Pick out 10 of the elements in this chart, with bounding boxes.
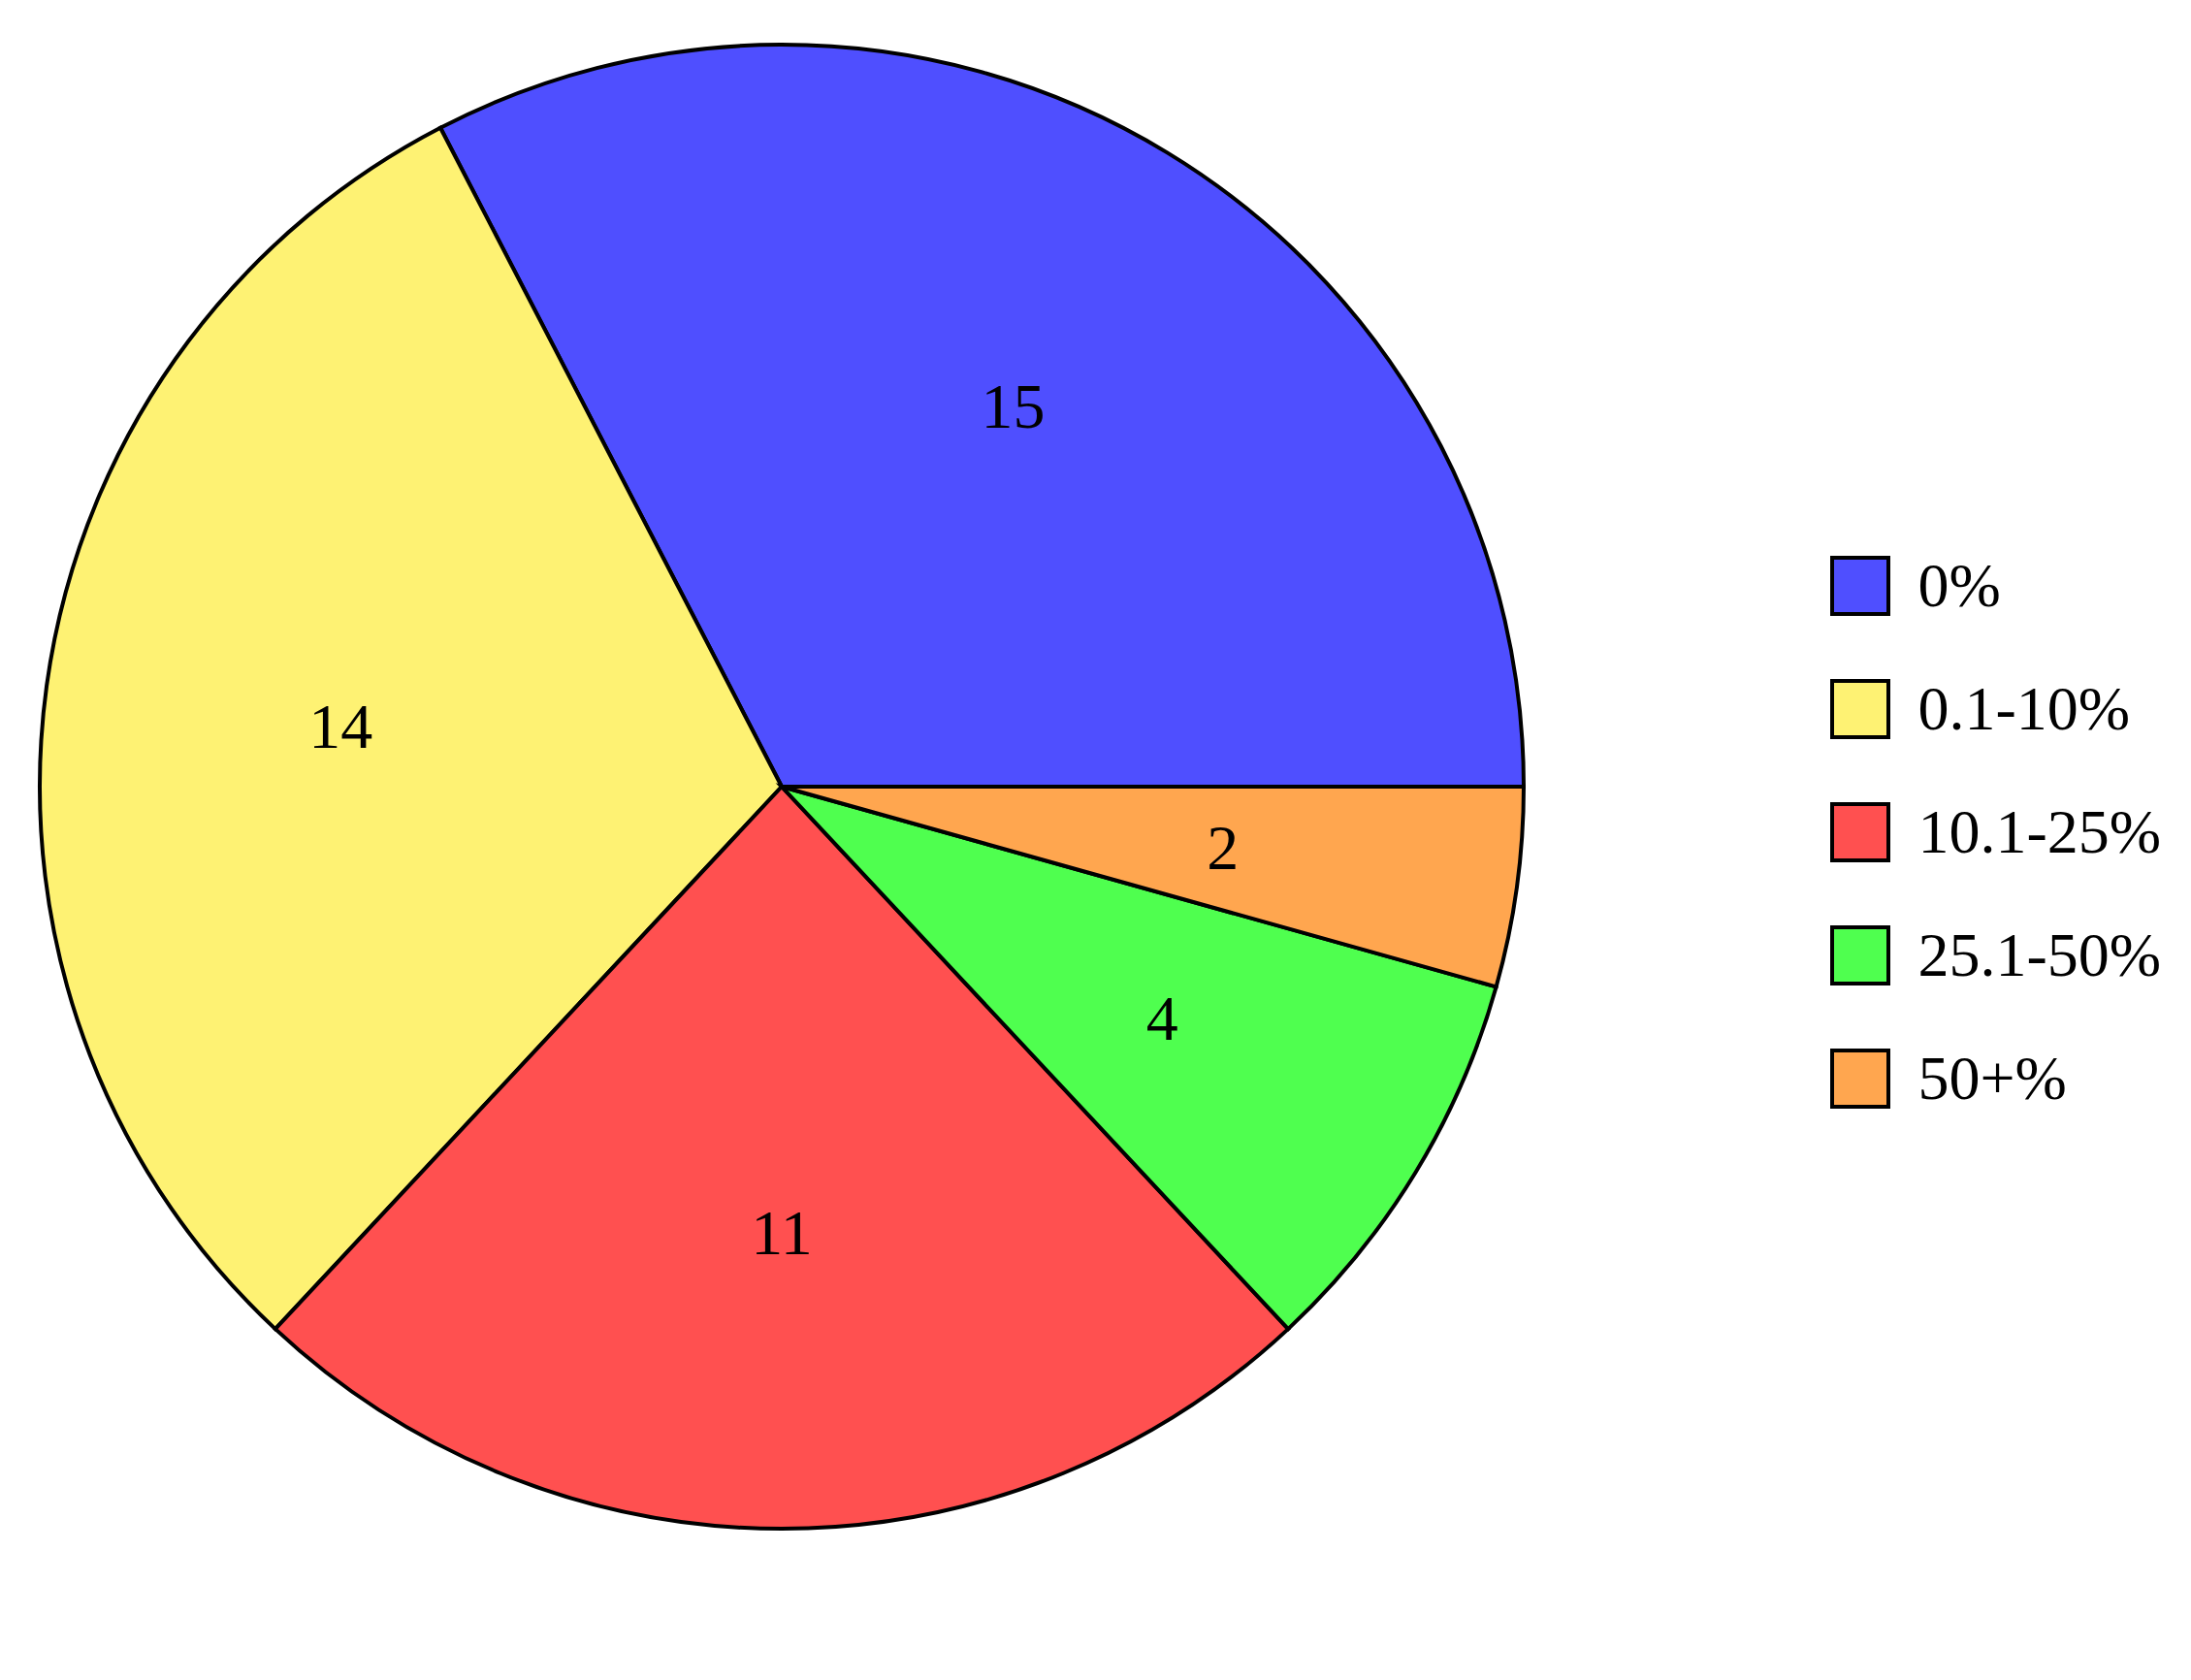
data-label: 4 bbox=[1145, 982, 1178, 1053]
data-label: 2 bbox=[1207, 812, 1240, 883]
data-label: 15 bbox=[981, 371, 1046, 442]
data-label: 11 bbox=[751, 1196, 813, 1268]
legend-label: 0.1-10% bbox=[1917, 673, 2130, 745]
legend-label: 50+% bbox=[1917, 1043, 2067, 1115]
data-label: 14 bbox=[308, 691, 373, 761]
legend-label: 0% bbox=[1917, 550, 2001, 622]
legend-label: 10.1-25% bbox=[1917, 796, 2161, 868]
legend-label: 25.1-50% bbox=[1917, 920, 2161, 991]
